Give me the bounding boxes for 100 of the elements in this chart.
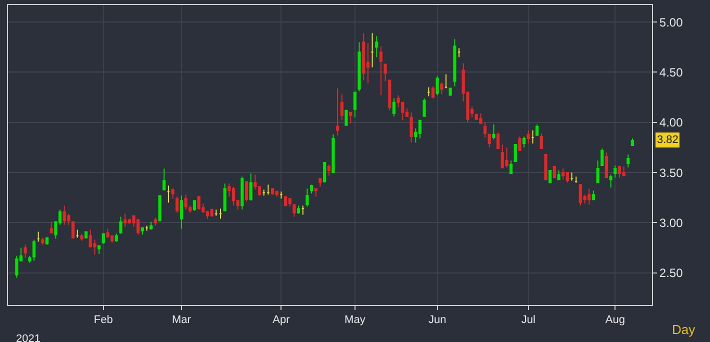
candlestick	[592, 190, 596, 200]
x-tick-label: May	[344, 314, 366, 326]
candlestick	[410, 112, 413, 143]
candlestick	[145, 225, 148, 232]
candlestick	[362, 32, 366, 81]
candlestick	[140, 227, 144, 236]
candlestick	[45, 237, 49, 246]
candlestick	[431, 86, 435, 99]
candlestick	[244, 181, 248, 202]
candlestick	[119, 216, 122, 234]
candlestick	[323, 162, 326, 184]
candlestick	[392, 98, 396, 117]
y-tick-label: 2.50	[659, 266, 684, 280]
y-tick-label: 4.00	[659, 116, 684, 130]
candlestick	[71, 221, 75, 240]
candlestick	[292, 204, 296, 218]
candlestick	[618, 166, 622, 178]
candlestick	[266, 184, 270, 196]
candlestick	[240, 176, 244, 210]
candlestick	[540, 132, 543, 149]
candlestick	[262, 189, 266, 196]
candlestick	[301, 205, 304, 216]
candlestick	[496, 132, 500, 149]
candlestick	[158, 195, 162, 222]
candlestick	[150, 221, 153, 230]
candlestick	[162, 168, 166, 192]
candlestick	[574, 176, 578, 184]
candlestick	[626, 154, 630, 168]
candlestick	[188, 205, 192, 214]
candlestick	[427, 86, 430, 97]
candlestick	[379, 46, 383, 96]
candlestick	[384, 64, 387, 82]
candlestick	[522, 136, 526, 148]
candlestick	[280, 191, 283, 200]
candlestick	[609, 174, 612, 188]
candlestick	[614, 165, 617, 178]
candlestick	[332, 134, 335, 174]
candlestick	[578, 184, 582, 206]
candlestick	[514, 144, 517, 162]
candlestick	[306, 188, 309, 208]
candlestick	[288, 198, 292, 208]
candlestick	[526, 130, 530, 144]
candlestick	[223, 183, 226, 212]
candlestick	[171, 188, 174, 200]
candlestick	[622, 166, 626, 176]
candlestick	[448, 88, 452, 96]
candlestick	[483, 122, 487, 138]
candlestick	[566, 172, 569, 184]
candlestick	[552, 166, 556, 178]
candlestick	[218, 208, 222, 220]
candlestick	[327, 164, 330, 176]
candlestick	[353, 92, 356, 118]
x-tick-label: Feb	[94, 314, 113, 326]
candlestick	[176, 196, 179, 214]
candlestick	[505, 146, 508, 168]
x-tick-label: Apr	[272, 314, 290, 326]
candlestick	[270, 188, 274, 196]
candlestick	[600, 148, 604, 166]
candlestick	[314, 188, 318, 198]
x-tick-label: Jun	[428, 314, 446, 326]
candlestick	[570, 172, 574, 182]
x-tick-label: Mar	[172, 314, 192, 326]
candlestick	[548, 170, 552, 184]
y-tick-label: 5.00	[659, 15, 684, 30]
candlestick	[154, 217, 158, 226]
candlestick	[275, 190, 278, 198]
candlestick	[28, 255, 32, 264]
text: Day	[672, 322, 696, 337]
candlestick	[197, 196, 200, 210]
candlestick	[518, 136, 522, 151]
candlestick	[344, 110, 348, 126]
text: 2021	[16, 333, 40, 342]
y-tick-label: 3.00	[659, 216, 684, 230]
candlestick	[124, 213, 127, 228]
candlestick	[492, 124, 496, 140]
candlestick	[630, 138, 634, 146]
x-tick-label: Jul	[521, 314, 536, 326]
candlestick	[422, 98, 426, 117]
candlestick	[488, 134, 491, 148]
candlestick	[418, 120, 422, 139]
candlestick	[509, 160, 513, 174]
candlestick	[210, 208, 214, 218]
candlestick	[24, 244, 27, 258]
candlestick	[349, 112, 352, 124]
candlestick	[562, 168, 565, 180]
candlestick	[32, 239, 36, 262]
candlestick	[284, 196, 288, 206]
candlestick	[479, 112, 482, 124]
candlestick	[166, 185, 170, 204]
candlestick	[388, 80, 392, 111]
candlestick	[340, 94, 344, 121]
candlestick	[214, 209, 218, 216]
candlestick	[604, 152, 608, 178]
candlestick	[596, 160, 600, 184]
candlestick	[102, 233, 105, 244]
candlestick	[444, 74, 448, 89]
candlestick	[436, 76, 439, 96]
candlestick	[50, 221, 53, 234]
candlestick	[536, 124, 539, 136]
candlestick	[297, 205, 300, 214]
